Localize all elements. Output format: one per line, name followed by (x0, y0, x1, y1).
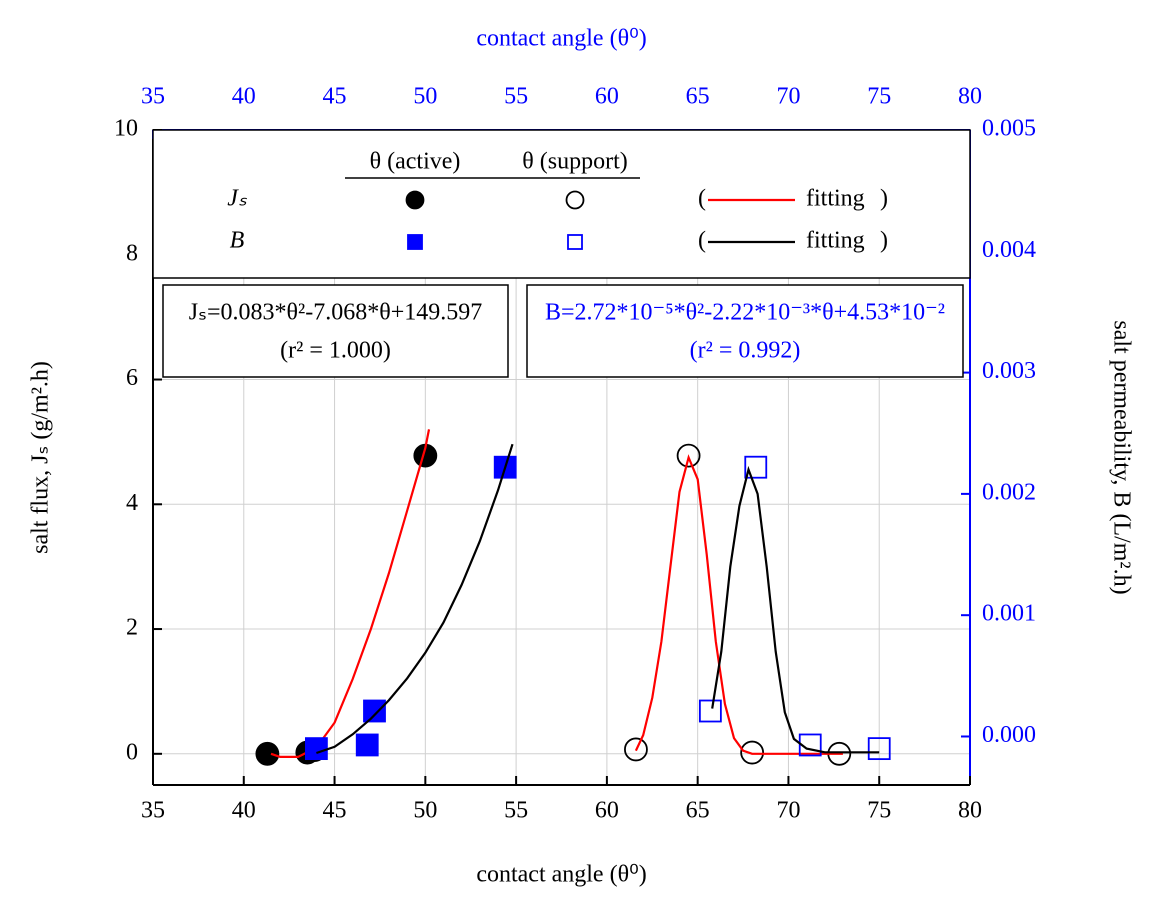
x2-tick-label: 40 (232, 84, 256, 110)
legend-label: fitting (806, 186, 865, 212)
y-tick-label: 8 (126, 240, 138, 266)
y2-tick-label: 0.005 (982, 116, 1036, 142)
x2-tick-label: 35 (141, 84, 165, 110)
legend-marker (567, 234, 583, 250)
x2-axis-title: contact angle (θ⁰) (476, 26, 646, 52)
marker (304, 737, 328, 761)
x2-tick-label: 80 (958, 84, 982, 110)
x2-tick-label: 50 (413, 84, 437, 110)
y-tick-label: 6 (126, 365, 138, 391)
x-tick-label: 45 (323, 798, 347, 824)
y-tick-label: 0 (126, 739, 138, 765)
marker (744, 455, 768, 479)
equation-text: (r² = 0.992) (690, 338, 801, 364)
legend-marker (407, 234, 423, 250)
legend-box (152, 129, 971, 279)
legend-column-header: θ (support) (522, 149, 627, 175)
y-tick-label: 4 (126, 490, 138, 516)
legend-bracket: ( (698, 228, 706, 254)
x-tick-label: 55 (504, 798, 528, 824)
x-tick-label: 75 (867, 798, 891, 824)
legend-row-label: Jₛ (227, 186, 248, 212)
legend-marker (405, 190, 425, 210)
y-axis-title: salt flux, Jₛ (g/m².h) (28, 361, 54, 554)
equation-box (526, 284, 964, 378)
equation-text: Jₛ=0.083*θ²-7.068*θ+149.597 (189, 300, 483, 326)
x-tick-label: 65 (686, 798, 710, 824)
y2-tick-label: 0.001 (982, 601, 1036, 627)
x-axis-title: contact angle (θ⁰) (476, 862, 646, 888)
x2-tick-label: 45 (323, 84, 347, 110)
legend-marker (565, 190, 585, 210)
fit-line (316, 443, 880, 755)
x-tick-label: 35 (141, 798, 165, 824)
marker (363, 699, 386, 723)
x-tick-label: 50 (413, 798, 437, 824)
x2-tick-label: 70 (776, 84, 800, 110)
marker (355, 733, 379, 757)
marker (624, 737, 648, 762)
legend-bracket: ) (880, 228, 888, 254)
x2-tick-label: 65 (686, 84, 710, 110)
y2-tick-label: 0.003 (982, 358, 1036, 384)
marker (255, 741, 280, 766)
x-tick-label: 40 (232, 798, 256, 824)
marker (676, 443, 701, 468)
x-tick-label: 70 (776, 798, 800, 824)
legend-row-label: B (230, 228, 245, 254)
marker (798, 733, 822, 757)
y2-tick-label: 0.000 (982, 722, 1036, 748)
equation-text: B=2.72*10⁻⁵*θ²-2.22*10⁻³*θ+4.53*10⁻² (545, 300, 945, 326)
marker (867, 737, 891, 761)
legend-label: fitting (806, 228, 865, 254)
legend-bracket: ) (880, 186, 888, 212)
x2-tick-label: 55 (504, 84, 528, 110)
y-tick-label: 2 (126, 615, 138, 641)
y2-axis-title: salt permeability, B (L/m².h) (1108, 320, 1134, 594)
x2-tick-label: 60 (595, 84, 619, 110)
legend-bracket: ( (698, 186, 706, 212)
equation-text: (r² = 1.000) (280, 338, 391, 364)
fit-line (270, 429, 843, 758)
marker (698, 699, 722, 723)
y2-tick-label: 0.002 (982, 479, 1036, 505)
legend-column-header: θ (active) (370, 149, 461, 175)
x-tick-label: 60 (595, 798, 619, 824)
y-tick-label: 10 (114, 116, 138, 142)
marker (740, 740, 765, 765)
equation-box (162, 284, 509, 378)
x-tick-label: 80 (958, 798, 982, 824)
x2-tick-label: 75 (867, 84, 891, 110)
y2-tick-label: 0.004 (982, 237, 1036, 263)
